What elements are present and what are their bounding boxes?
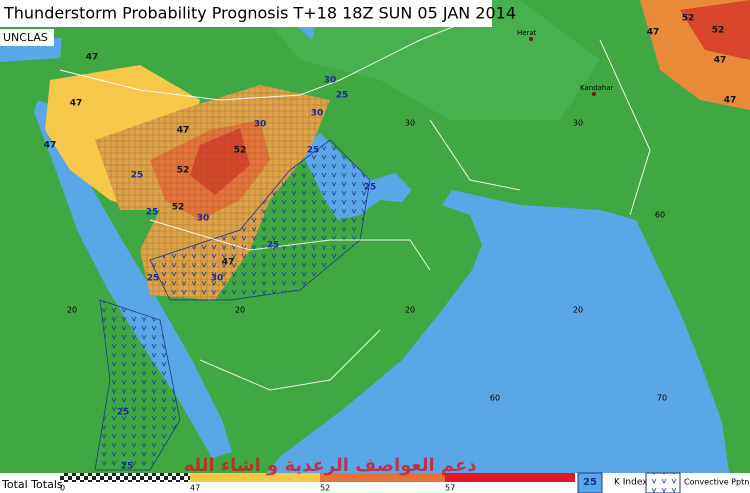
contour-label: 25 xyxy=(147,274,160,284)
pptn-area xyxy=(94,299,181,471)
k-sample: 25 xyxy=(583,477,597,488)
title-box xyxy=(0,0,492,27)
pptn-area xyxy=(149,139,371,301)
contour-label: 47 xyxy=(647,28,660,38)
contour-label: 47 xyxy=(177,126,190,136)
legend-tick: 52 xyxy=(320,484,330,493)
grid-label: 60 xyxy=(490,394,500,403)
legend-tick: 47 xyxy=(190,484,200,493)
place-name: Kandahar xyxy=(580,84,614,92)
classification: UNCLAS xyxy=(3,31,48,44)
contour-label: 25 xyxy=(117,408,130,418)
contour-label: 47 xyxy=(222,258,235,268)
contour-label: 25 xyxy=(364,183,377,193)
swatch xyxy=(445,473,575,482)
legend-title: Total Totals xyxy=(1,478,63,491)
contour-label: 30 xyxy=(211,274,224,284)
contour-label: 25 xyxy=(307,146,320,156)
contour-label: 47 xyxy=(44,141,57,151)
class-box xyxy=(0,29,54,46)
contour-label: 52 xyxy=(234,146,247,156)
grid-label: 30 xyxy=(405,119,415,128)
city-dot xyxy=(529,37,533,41)
pptn-swatch xyxy=(645,472,681,493)
contour-label: 47 xyxy=(714,56,727,66)
contour-label: 30 xyxy=(254,120,267,130)
title: Thunderstorm Probability Prognosis T+18 … xyxy=(3,4,516,23)
k-swatch xyxy=(577,472,603,493)
hatch xyxy=(95,85,330,300)
arabian-sea xyxy=(250,190,732,493)
contour-label: 25 xyxy=(146,208,159,218)
grid-label: 20 xyxy=(573,306,583,315)
grid-label: 30 xyxy=(573,119,583,128)
grid-label: 20 xyxy=(235,306,245,315)
place-name: Herat xyxy=(517,29,537,37)
contour-label: 52 xyxy=(177,166,190,176)
storm-area xyxy=(680,0,750,60)
city-dot xyxy=(592,92,596,96)
terrain xyxy=(250,0,600,120)
contour-label: 47 xyxy=(70,99,83,109)
contour-label: 47 xyxy=(724,96,737,106)
swatch xyxy=(190,473,320,482)
legend-tick: 57 xyxy=(445,484,455,493)
legend-tick: 0 xyxy=(60,484,65,493)
swatch xyxy=(60,473,190,482)
convective: Convective Pptn xyxy=(684,478,749,487)
contour-label: 52 xyxy=(172,203,185,213)
k-index: K Index xyxy=(614,478,648,488)
red-sea xyxy=(34,100,232,458)
grid-label: 70 xyxy=(657,394,667,403)
contour-label: 52 xyxy=(682,14,695,24)
swatch xyxy=(320,473,445,482)
contour-label: 30 xyxy=(197,214,210,224)
grid-label: 60 xyxy=(655,211,665,220)
contour-label: 25 xyxy=(131,171,144,181)
contour-label: 52 xyxy=(712,26,725,36)
contour-label: 30 xyxy=(324,76,337,86)
contour-label: 25 xyxy=(336,91,349,101)
watermark: دعم العواصف الرعدية و اشاء الله xyxy=(183,455,476,476)
borders xyxy=(59,19,651,391)
contour-label: 25 xyxy=(121,462,134,472)
grid-label: 20 xyxy=(67,306,77,315)
contour-label: 30 xyxy=(311,109,324,119)
contour-label: 25 xyxy=(267,241,280,251)
grid-label: 20 xyxy=(405,306,415,315)
contour-label: 47 xyxy=(86,53,99,63)
